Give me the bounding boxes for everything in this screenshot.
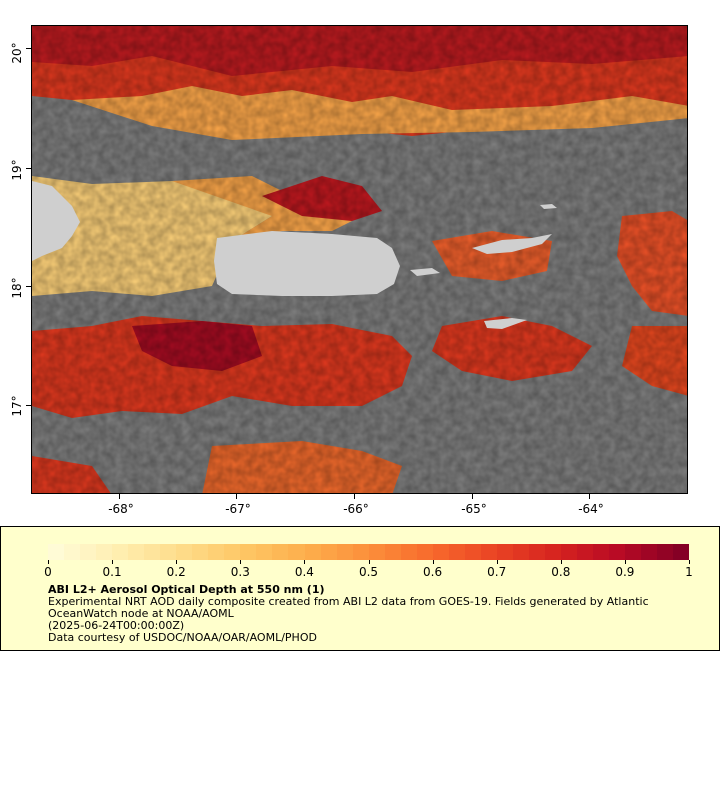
colorbar-segment <box>112 544 129 560</box>
colorbar-segment <box>48 544 65 560</box>
legend-date: (2025-06-24T00:00:00Z) <box>48 619 185 632</box>
lon-label-65: -65° <box>461 502 487 516</box>
colorbar-segment <box>416 544 433 560</box>
colorbar-segment <box>496 544 513 560</box>
colorbar-segment <box>657 544 674 560</box>
colorbar-segment <box>368 544 385 560</box>
colorbar-tick <box>304 560 306 564</box>
colorbar-tick-label: 0.7 <box>487 565 507 579</box>
colorbar-tick-label: 0 <box>44 565 52 579</box>
map-area[interactable] <box>31 25 688 494</box>
colorbar-segment <box>336 544 353 560</box>
st-croix-land <box>484 318 527 329</box>
virgin-islands-land <box>472 234 552 254</box>
hispaniola-land <box>32 181 80 261</box>
colorbar-tick-label: 1 <box>685 565 693 579</box>
colorbar-segment <box>625 544 642 560</box>
colorbar-segment <box>192 544 209 560</box>
legend-credit: Data courtesy of USDOC/NOAA/OAR/AOML/PHO… <box>48 631 317 644</box>
lon-tick <box>236 494 237 499</box>
colorbar-segment <box>480 544 497 560</box>
colorbar-segment <box>528 544 545 560</box>
colorbar-tick <box>368 560 370 564</box>
colorbar-segment <box>144 544 161 560</box>
lat-tick <box>26 168 31 169</box>
legend-title: ABI L2+ Aerosol Optical Depth at 550 nm … <box>48 583 325 596</box>
lon-label-68: -68° <box>108 502 134 516</box>
colorbar-segment <box>272 544 289 560</box>
colorbar-tick <box>240 560 242 564</box>
lat-tick <box>26 405 31 406</box>
colorbar-segment <box>512 544 529 560</box>
colorbar-segment <box>304 544 321 560</box>
colorbar-segment <box>96 544 113 560</box>
colorbar-segment <box>240 544 257 560</box>
lat-label-18: 18° <box>10 277 24 299</box>
lon-label-67: -67° <box>225 502 251 516</box>
colorbar-tick-label: 0.5 <box>358 565 379 579</box>
colorbar-segment <box>673 544 690 560</box>
colorbar-tick <box>112 560 114 564</box>
colorbar-segment <box>400 544 417 560</box>
lat-label-19: 19° <box>10 159 24 181</box>
colorbar-segment <box>208 544 225 560</box>
colorbar-tick <box>48 560 49 564</box>
colorbar-segment <box>561 544 578 560</box>
colorbar-tick-label: 0.2 <box>166 565 186 579</box>
aod-map-image <box>32 26 687 493</box>
colorbar-segment <box>80 544 97 560</box>
vieques-land <box>410 268 440 276</box>
puerto-rico-land <box>214 231 400 296</box>
colorbar-segment <box>320 544 337 560</box>
colorbar-segment <box>256 544 273 560</box>
colorbar-segment <box>160 544 177 560</box>
colorbar-segment <box>288 544 305 560</box>
colorbar <box>48 544 690 560</box>
legend-text: ABI L2+ Aerosol Optical Depth at 550 nm … <box>48 584 688 644</box>
colorbar-tick <box>176 560 178 564</box>
lon-tick <box>119 494 120 499</box>
lat-label-17: 17° <box>10 395 24 417</box>
colorbar-tick <box>560 560 562 564</box>
lon-tick <box>472 494 473 499</box>
lat-label-20: 20° <box>10 42 24 64</box>
legend-description: Experimental NRT AOD daily composite cre… <box>48 595 649 620</box>
lat-tick <box>26 286 31 287</box>
colorbar-segment <box>64 544 81 560</box>
colorbar-tick-label: 0.6 <box>423 565 443 579</box>
colorbar-tick-label: 0.8 <box>551 565 571 579</box>
colorbar-tick <box>496 560 498 564</box>
colorbar-tick-label: 0.1 <box>102 565 122 579</box>
colorbar-segment <box>609 544 626 560</box>
colorbar-tick <box>432 560 434 564</box>
lon-tick <box>589 494 590 499</box>
lon-tick <box>354 494 355 499</box>
lon-label-64: -64° <box>578 502 604 516</box>
colorbar-segment <box>128 544 145 560</box>
colorbar-segment <box>577 544 594 560</box>
colorbar-tick-label: 0.4 <box>294 565 314 579</box>
colorbar-tick-label: 0.3 <box>230 565 250 579</box>
colorbar-segment <box>224 544 241 560</box>
colorbar-segment <box>464 544 481 560</box>
colorbar-segment <box>448 544 465 560</box>
colorbar-segment <box>384 544 401 560</box>
legend-panel: ABI L2+ Aerosol Optical Depth at 550 nm … <box>0 526 720 651</box>
colorbar-tick-label: 0.9 <box>615 565 635 579</box>
colorbar-segment <box>176 544 193 560</box>
colorbar-segment <box>352 544 369 560</box>
lat-tick <box>26 48 31 49</box>
colorbar-segment <box>544 544 561 560</box>
colorbar-tick <box>624 560 626 564</box>
colorbar-segment <box>432 544 449 560</box>
colorbar-tick <box>689 560 690 564</box>
colorbar-segment <box>593 544 610 560</box>
colorbar-segment <box>641 544 658 560</box>
anguilla-land <box>540 204 557 209</box>
lon-label-66: -66° <box>343 502 369 516</box>
